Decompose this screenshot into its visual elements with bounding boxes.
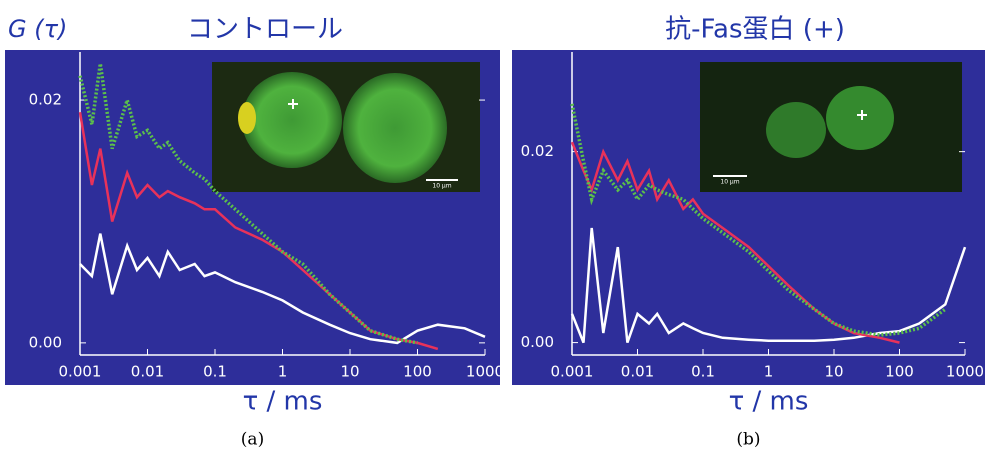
y-tick-label: 0.00 [521, 333, 554, 351]
chart-title: 抗-Fas蛋白 (+) [665, 15, 845, 45]
x-tick-label: 0.001 [551, 363, 594, 381]
figure: コントロールG (τ)τ / ms(a)10 μm0.0010.010.1110… [0, 0, 989, 458]
x-tick-label: 1000 [466, 363, 504, 381]
inset-scale-label: 10 μm [432, 183, 451, 190]
chart-title: コントロール [187, 15, 343, 45]
x-tick-label: 100 [403, 363, 432, 381]
caption: (b) [736, 430, 760, 450]
x-axis-label: τ / ms [243, 387, 323, 417]
x-tick-label: 0.1 [691, 363, 715, 381]
y-tick-label: 0.02 [521, 142, 554, 160]
x-tick-label: 100 [885, 363, 914, 381]
x-tick-label: 0.1 [203, 363, 227, 381]
x-tick-label: 0.01 [131, 363, 164, 381]
inset-micrograph-b [700, 62, 962, 192]
x-tick-label: 10 [824, 363, 843, 381]
x-tick-label: 0.001 [59, 363, 102, 381]
inset-scale-label: 10 μm [720, 179, 739, 186]
x-tick-label: 1 [764, 363, 774, 381]
x-axis-label: τ / ms [729, 387, 809, 417]
x-tick-label: 0.01 [621, 363, 654, 381]
y-axis-label: G (τ) [8, 15, 67, 43]
x-tick-label: 1 [278, 363, 288, 381]
y-tick-label: 0.02 [29, 91, 62, 109]
x-tick-label: 1000 [946, 363, 984, 381]
x-tick-label: 10 [340, 363, 359, 381]
y-tick-label: 0.00 [29, 333, 62, 351]
inset-micrograph-a [212, 62, 480, 192]
caption: (a) [241, 430, 264, 450]
